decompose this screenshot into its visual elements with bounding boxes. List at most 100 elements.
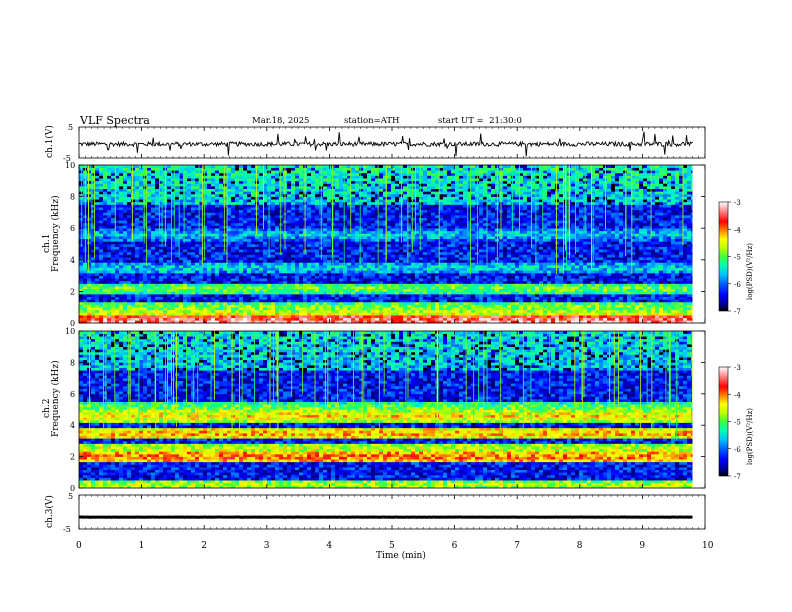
spectrogram-cell <box>483 301 488 305</box>
spectrogram-cell <box>363 317 368 321</box>
spectrogram-cell <box>79 254 84 258</box>
spectrogram-cell <box>359 251 364 255</box>
spectrogram-cell <box>295 304 300 308</box>
spectrogram-cell <box>627 294 632 297</box>
spectrogram-cell <box>207 259 212 263</box>
spectrogram-cell <box>99 238 104 242</box>
spectrogram-cell <box>247 312 252 316</box>
spectrogram-cell <box>455 309 460 313</box>
spectrogram-cell <box>423 259 428 263</box>
spectrogram-cell <box>143 238 148 242</box>
spectrogram-cell <box>359 238 364 242</box>
spectrogram-cell <box>167 270 172 274</box>
spectrogram-cell <box>539 280 544 284</box>
spectrogram-cell <box>427 286 432 290</box>
spectrogram-cell <box>683 301 688 305</box>
spectrogram-cell <box>511 238 516 242</box>
spectrogram-cell <box>119 249 124 253</box>
spectrogram-cell <box>339 267 344 271</box>
spectrogram-cell <box>227 283 232 287</box>
spectrogram-cell <box>583 259 588 263</box>
spectrogram-cell <box>531 291 536 295</box>
spectrogram-cell <box>671 315 676 319</box>
spectrogram-cell <box>99 267 104 271</box>
spectrogram-cell <box>535 238 540 242</box>
spectrogram-cell <box>307 299 312 303</box>
spectrogram-cell <box>311 265 316 268</box>
spectrogram-cell <box>563 275 568 279</box>
spectrogram-cell <box>159 265 164 268</box>
spectrogram-cell <box>363 315 368 319</box>
spectrogram-cell <box>203 294 208 297</box>
spectrogram-cell <box>287 280 292 284</box>
spectrogram-cell <box>147 312 152 316</box>
spectrogram-cell <box>567 312 572 316</box>
spectrogram-cell <box>607 312 612 316</box>
spectrogram-cell <box>131 236 136 240</box>
spectrogram-cell <box>239 254 244 258</box>
spectrogram-cell <box>451 309 456 313</box>
spectrogram-cell <box>443 246 448 250</box>
spectrogram-cell <box>199 236 204 240</box>
spectrogram-cell <box>279 278 284 282</box>
spectrogram-cell <box>95 315 100 319</box>
spectrogram-cell <box>671 283 676 287</box>
spectrogram-cell <box>447 278 452 282</box>
spectrogram-cell <box>207 249 212 253</box>
spectrogram-cell <box>363 270 368 274</box>
spectrogram-cell <box>323 254 328 258</box>
spectrogram-cell <box>379 317 384 321</box>
spectrogram-cell <box>155 280 160 284</box>
spectrogram-cell <box>407 270 412 274</box>
spectrogram-cell <box>231 315 236 319</box>
spectrogram-cell <box>147 288 152 292</box>
spectrogram-cell <box>359 307 364 311</box>
spectrogram-cell <box>91 259 96 263</box>
spectrogram-cell <box>463 304 468 308</box>
spectrogram-cell <box>219 267 224 271</box>
spectrogram-cell <box>683 280 688 284</box>
spectrogram-cell <box>359 315 364 319</box>
spectrogram-cell <box>291 259 296 263</box>
spectrogram-cell <box>191 307 196 311</box>
spectrogram-cell <box>287 288 292 292</box>
spectrogram-cell <box>587 283 592 287</box>
spectrogram-cell <box>131 317 136 321</box>
spectrogram-cell <box>143 309 148 313</box>
spectrogram-cell <box>563 265 568 268</box>
spectrogram-cell <box>675 317 680 321</box>
spectrogram-cell <box>471 246 476 250</box>
spectrogram-cell <box>135 291 140 295</box>
spectrogram-cell <box>367 299 372 303</box>
spectrogram-cell <box>303 315 308 319</box>
spectrogram-cell <box>483 238 488 242</box>
spectrogram-cell <box>495 291 500 295</box>
ch1-waveform-frame <box>78 126 706 159</box>
spectrogram-cell <box>131 246 136 250</box>
spectrogram-cell <box>215 288 220 292</box>
spectrogram-cell <box>399 267 404 271</box>
spectrogram-cell <box>263 259 268 263</box>
spectrogram-cell <box>343 267 348 271</box>
spectrogram-cell <box>615 267 620 271</box>
spectrogram-cell <box>535 320 540 324</box>
spectrogram-cell <box>387 257 392 261</box>
spectrogram-cell <box>87 236 92 240</box>
spectrogram-cell <box>631 320 636 324</box>
spectrogram-cell <box>475 270 480 274</box>
spectrogram-cell <box>627 270 632 274</box>
spectrogram-cell <box>339 280 344 284</box>
spectrogram-cell <box>451 244 456 247</box>
spectrogram-cell <box>395 262 400 266</box>
spectrogram-cell <box>227 286 232 290</box>
spectrogram-cell <box>455 267 460 271</box>
spectrogram-cell <box>391 278 396 282</box>
spectrogram-cell <box>675 304 680 308</box>
spectrogram-cell <box>319 317 324 321</box>
spectrogram-cell <box>79 283 84 287</box>
spectrogram-cell <box>671 238 676 242</box>
spectrogram-cell <box>275 315 280 319</box>
spectrogram-cell <box>423 317 428 321</box>
spectrogram-cell <box>107 241 112 245</box>
spectrogram-cell <box>543 259 548 263</box>
